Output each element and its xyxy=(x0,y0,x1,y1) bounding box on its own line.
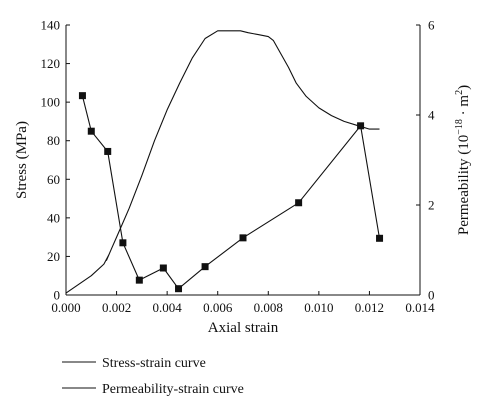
y-right-title-close: ) xyxy=(456,85,472,90)
y-left-tick-label: 140 xyxy=(41,18,61,33)
y-left-tick-label: 100 xyxy=(41,95,61,110)
series-layer xyxy=(65,30,384,294)
x-tick-label: 0.014 xyxy=(405,300,435,315)
y-right-title-unit-exp: 2 xyxy=(454,90,465,95)
y-right-tick-label: 6 xyxy=(428,18,435,33)
y-left-tick-label: 60 xyxy=(47,172,60,187)
legend-label-stress: Stress-strain curve xyxy=(102,356,206,371)
permeability-data-point xyxy=(239,234,247,242)
permeability-data-point xyxy=(201,263,209,271)
permeability-data-point xyxy=(175,285,183,293)
x-tick-label: 0.010 xyxy=(304,300,333,315)
plot-area xyxy=(65,25,421,296)
y-left-tick-label: 80 xyxy=(47,133,60,148)
y-right-tick-label: 0 xyxy=(428,288,435,303)
y-left-tick-label: 120 xyxy=(41,56,61,71)
permeability-data-point xyxy=(104,147,112,155)
x-tick-label: 0.004 xyxy=(153,300,183,315)
x-tick-label: 0.002 xyxy=(102,300,131,315)
legend: Stress-strain curve Permeability-strain … xyxy=(62,356,244,397)
x-tick-label: 0.000 xyxy=(51,300,80,315)
y-axis-right-title: Permeability (10−18 · m2) xyxy=(454,85,472,235)
permeability-data-point xyxy=(159,264,167,272)
x-ticks: 0.000 0.002 0.004 0.006 0.008 0.010 0.012 0.014 xyxy=(51,291,435,315)
stress-series-line xyxy=(65,30,380,294)
y-left-tick-label: 40 xyxy=(47,210,60,225)
legend-label-permeability: Permeability-strain curve xyxy=(102,382,244,397)
y-right-tick-label: 2 xyxy=(428,198,435,213)
y-right-title-prefix: Permeability (10 xyxy=(456,135,472,235)
y-right-tick-label: 4 xyxy=(428,108,435,123)
x-tick-label: 0.008 xyxy=(254,300,283,315)
y-left-tick-label: 20 xyxy=(47,249,60,264)
permeability-data-point xyxy=(295,199,303,207)
x-tick-label: 0.006 xyxy=(203,300,233,315)
y-axis-left-title: Stress (MPa) xyxy=(14,121,30,199)
y-left-tick-label: 0 xyxy=(54,288,61,303)
permeability-data-point xyxy=(357,122,365,130)
x-axis-title: Axial strain xyxy=(208,320,279,336)
y-right-title-exp: −18 xyxy=(454,119,465,135)
x-tick-label: 0.012 xyxy=(355,300,384,315)
permeability-data-point xyxy=(135,276,143,284)
permeability-data-point xyxy=(87,127,95,135)
permeability-series-line xyxy=(81,95,381,290)
y-right-title-suffix: · m xyxy=(456,95,472,119)
y-right-ticks: 0 2 4 6 xyxy=(416,18,435,303)
y-left-ticks: 0 20 40 60 80 100 120 140 xyxy=(41,18,70,303)
permeability-data-point xyxy=(119,239,127,247)
permeability-data-point xyxy=(376,234,384,242)
permeability-data-point xyxy=(78,92,86,100)
